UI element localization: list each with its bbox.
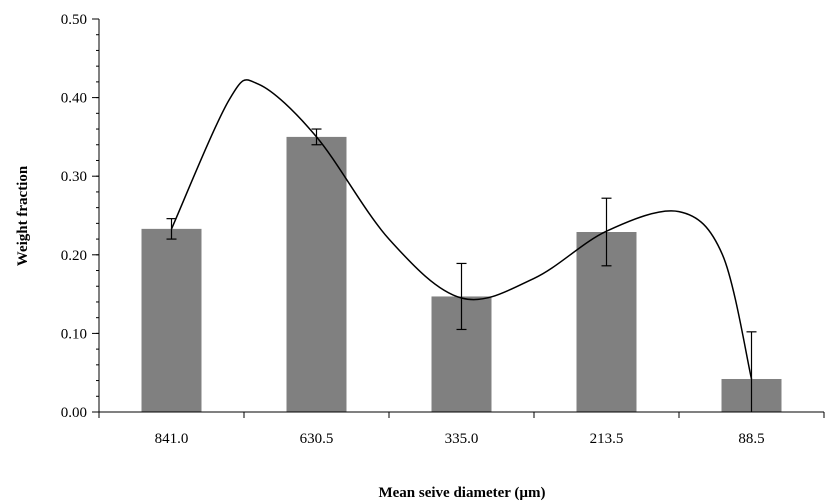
bar-841.0 bbox=[141, 228, 202, 412]
fitted-curve bbox=[170, 79, 753, 380]
y-tick-label: 0.50 bbox=[61, 12, 87, 28]
x-axis-title: Mean seive diameter (µm) bbox=[378, 485, 545, 501]
y-tick-label: 0.10 bbox=[61, 326, 87, 342]
y-tick-label: 0.20 bbox=[61, 248, 87, 264]
x-tick-label: 335.0 bbox=[445, 431, 479, 447]
x-tick-label: 88.5 bbox=[738, 431, 764, 447]
x-tick-label: 841.0 bbox=[155, 431, 189, 447]
bar-630.5 bbox=[286, 136, 347, 412]
y-tick-label: 0.40 bbox=[61, 91, 87, 107]
plot-area: 0.00 0.10 0.20 0.30 0.40 0.50 841.0 630.5 335.0 2… bbox=[61, 12, 825, 447]
x-tick-label: 630.5 bbox=[300, 431, 334, 447]
y-tick-label: 0.00 bbox=[61, 405, 87, 421]
x-tick-label: 213.5 bbox=[590, 431, 624, 447]
y-tick-label: 0.30 bbox=[61, 169, 87, 185]
y-axis-title: Weight fraction bbox=[15, 165, 31, 266]
